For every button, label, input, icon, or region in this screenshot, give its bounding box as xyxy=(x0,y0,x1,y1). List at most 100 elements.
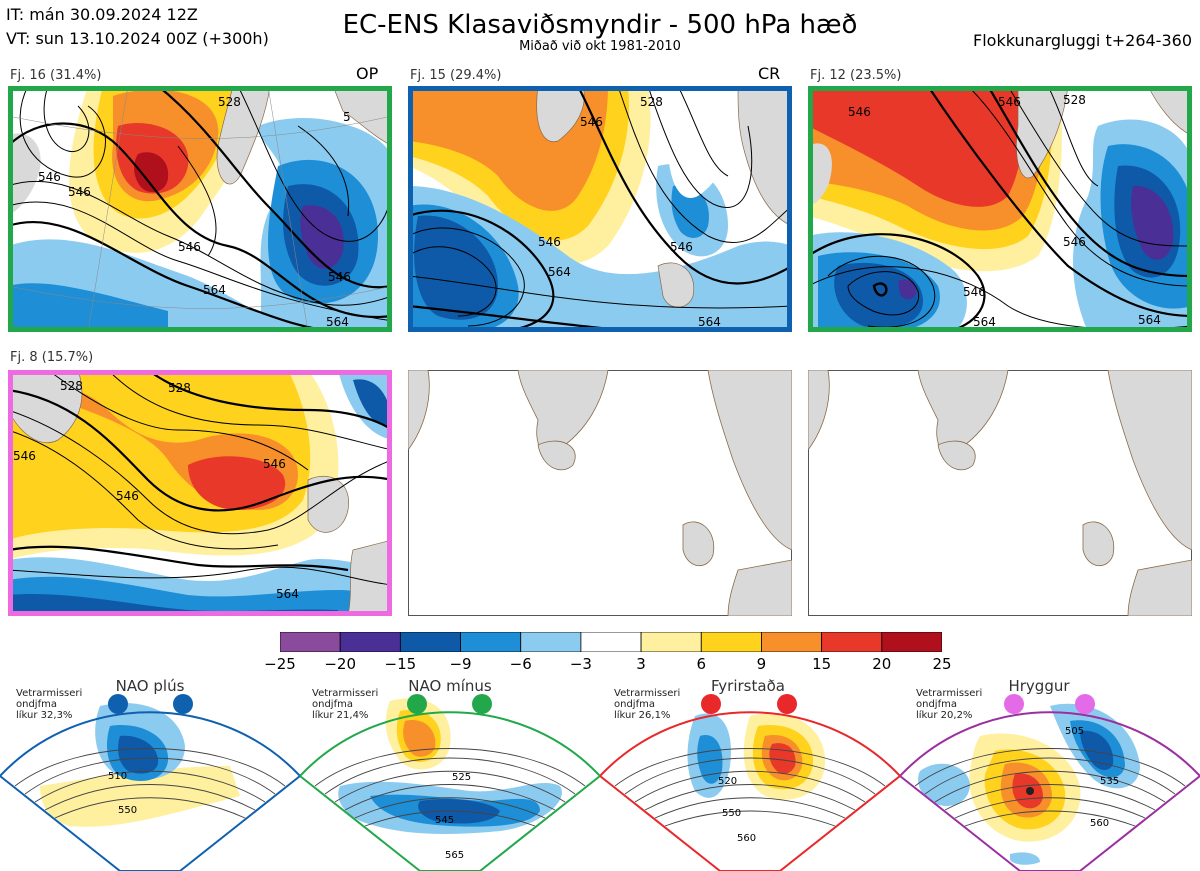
regime-dot xyxy=(108,694,128,714)
contour-label: 528 xyxy=(60,379,83,393)
cluster-label-4: Fj. 8 (15.7%) xyxy=(10,350,94,365)
regime-note-ridge: Vetrarmisseri ondjfma líkur 20,2% xyxy=(916,688,983,721)
contour-label: 564 xyxy=(548,265,571,279)
colorbar-segment xyxy=(821,632,883,652)
contour-label: 564 xyxy=(203,283,226,297)
regime-name-nao-minus: NAO mínus xyxy=(408,677,492,695)
cluster-map-3: 546 546 528 546 546 564 564 xyxy=(808,86,1192,332)
contour-label: 546 xyxy=(38,170,61,184)
contour-label: 5 xyxy=(343,110,351,124)
empty-map-6 xyxy=(808,370,1192,616)
colorbar-tick-label: 3 xyxy=(636,655,646,673)
cluster-map-2: 546 528 546 564 546 564 xyxy=(408,86,792,332)
colorbar-tick-label: −3 xyxy=(569,655,592,673)
colorbar-segment xyxy=(280,632,341,652)
regime-dot xyxy=(407,694,427,714)
colorbar-segment xyxy=(761,632,823,652)
regime-dot xyxy=(1004,694,1024,714)
cluster-label-1: Fj. 16 (31.4%) xyxy=(10,68,102,83)
colorbar-segment xyxy=(640,632,702,652)
contour-label: 550 xyxy=(118,805,137,816)
classification-window: Flokkunargluggi t+264-360 xyxy=(973,31,1192,50)
contour-label: 560 xyxy=(1090,818,1109,829)
contour-label: 546 xyxy=(998,95,1021,109)
colorbar-tick-label: 25 xyxy=(932,655,952,673)
contour-label: 535 xyxy=(1100,776,1119,787)
contour-label: 520 xyxy=(718,776,737,787)
contour-label: 528 xyxy=(168,381,191,395)
contour-label: 565 xyxy=(445,850,464,861)
valid-time: VT: sun 13.10.2024 00Z (+300h) xyxy=(6,29,269,48)
colorbar-tick-label: 6 xyxy=(696,655,707,673)
contour-label: 528 xyxy=(640,95,663,109)
contour-label: 564 xyxy=(276,587,299,601)
regime-dot xyxy=(1075,694,1095,714)
colorbar-tick-label: 9 xyxy=(756,655,767,673)
contour-label: 510 xyxy=(108,771,127,782)
page-title: EC-ENS Klasaviðsmyndir - 500 hPa hæð xyxy=(342,10,858,40)
regime-name-nao-plus: NAO plús xyxy=(115,677,185,695)
contour-label: 546 xyxy=(538,235,561,249)
initial-time: IT: mán 30.09.2024 12Z xyxy=(6,5,198,24)
contour-label: 564 xyxy=(973,315,996,329)
contour-label: 546 xyxy=(116,489,139,503)
colorbar-segment xyxy=(460,632,522,652)
regime-note-blocking: Vetrarmisseri ondjfma líkur 26,1% xyxy=(614,688,681,721)
colorbar-tick-label: −9 xyxy=(449,655,472,673)
cluster-label-3: Fj. 12 (23.5%) xyxy=(810,68,902,83)
contour-label: 564 xyxy=(1138,313,1161,327)
contour-label: 545 xyxy=(435,815,454,826)
contour-label: 546 xyxy=(963,285,986,299)
regime-note-nao-minus: Vetrarmisseri ondjfma líkur 21,4% xyxy=(312,688,379,721)
colorbar-segment xyxy=(881,632,942,652)
colorbar-tick-label: 20 xyxy=(872,655,892,673)
contour-label: 546 xyxy=(848,105,871,119)
contour-label: 564 xyxy=(698,315,721,329)
regime-dot xyxy=(777,694,797,714)
contour-label: 546 xyxy=(263,457,286,471)
colorbar-segment xyxy=(700,632,762,652)
contour-label: 546 xyxy=(68,185,91,199)
contour-label: 560 xyxy=(737,833,756,844)
regime-ridge: 505 535 560 xyxy=(900,676,1200,871)
colorbar-segment xyxy=(399,632,461,652)
contour-label: 550 xyxy=(722,808,741,819)
contour-label: 546 xyxy=(13,449,36,463)
colorbar-tick-label: −25 xyxy=(264,655,296,673)
contour-label: 505 xyxy=(1065,726,1084,737)
cluster-map-1: 546 546 564 546 564 546 528 5 xyxy=(8,86,392,332)
colorbar-tick-label: 15 xyxy=(812,655,832,673)
empty-map-5 xyxy=(408,370,792,616)
colorbar-segment xyxy=(339,632,401,652)
colorbar xyxy=(280,632,942,652)
contour-label: 528 xyxy=(1063,93,1086,107)
contour-label: 546 xyxy=(1063,235,1086,249)
cluster-tag-cr: CR xyxy=(758,64,781,83)
colorbar-tick-label: −15 xyxy=(384,655,417,673)
regime-dot xyxy=(701,694,721,714)
regime-blocking: 520 550 560 xyxy=(600,676,900,871)
contour-label: 528 xyxy=(218,95,241,109)
regime-dot xyxy=(173,694,193,714)
regime-nao-plus: 510 550 xyxy=(0,676,300,871)
colorbar-tick-label: −20 xyxy=(324,655,356,673)
regime-nao-minus: 525 545 565 xyxy=(300,676,600,871)
contour-label: 525 xyxy=(452,772,471,783)
contour-label: 546 xyxy=(670,240,693,254)
cluster-label-2: Fj. 15 (29.4%) xyxy=(410,68,502,83)
contour-label: 546 xyxy=(178,240,201,254)
page-subtitle: Miðað við okt 1981-2010 xyxy=(519,39,681,54)
cluster-map-4: 528 546 546 528 564 546 xyxy=(8,370,392,616)
cluster-tag-op: OP xyxy=(356,64,379,83)
colorbar-tick-label: −6 xyxy=(509,655,532,673)
contour-label: 546 xyxy=(328,270,351,284)
regime-name-ridge: Hryggur xyxy=(1008,677,1070,695)
regime-name-blocking: Fyrirstaða xyxy=(711,677,785,695)
colorbar-segment xyxy=(520,632,582,652)
contour-label: 564 xyxy=(326,315,349,329)
regime-dot xyxy=(472,694,492,714)
regime-note-nao-plus: Vetrarmisseri ondjfma líkur 32,3% xyxy=(16,688,83,721)
contour-label: 546 xyxy=(580,115,603,129)
colorbar-segment xyxy=(580,632,642,652)
regime-center xyxy=(1026,787,1034,795)
